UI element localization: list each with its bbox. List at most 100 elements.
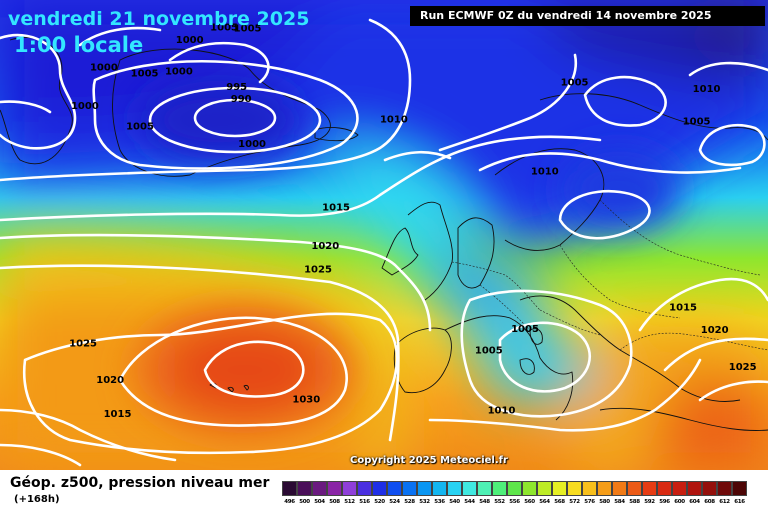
color-scale-labels: 496 500 504 508 512 516 520 524 528 532 536 540 544 5… xyxy=(282,499,747,505)
legend-bar: Géop. z500, pression niveau mer (+168h) … xyxy=(0,470,768,512)
isobars xyxy=(0,18,768,467)
scale-swatch-548 xyxy=(477,481,492,496)
scale-label-544: 544 xyxy=(464,499,475,505)
scale-swatch-516 xyxy=(357,481,372,496)
scale-label-548: 548 xyxy=(479,499,490,505)
isobar-label: 1005 xyxy=(511,324,539,335)
scale-label-540: 540 xyxy=(449,499,460,505)
scale-swatch-592 xyxy=(642,481,657,496)
scale-label-528: 528 xyxy=(404,499,415,505)
isobar-label: 995 xyxy=(226,82,247,93)
scale-label-536: 536 xyxy=(434,499,445,505)
scale-label-596: 596 xyxy=(659,499,670,505)
isobar-label: 1000 xyxy=(238,139,266,150)
isobar-label: 990 xyxy=(231,94,252,105)
scale-swatch-508 xyxy=(327,481,342,496)
isobar-label: 1005 xyxy=(234,23,262,34)
scale-label-508: 508 xyxy=(329,499,340,505)
scale-label-580: 580 xyxy=(599,499,610,505)
scale-label-520: 520 xyxy=(374,499,385,505)
scale-swatch-552 xyxy=(492,481,507,496)
isobar-label: 1010 xyxy=(488,405,516,416)
isobar-label: 1030 xyxy=(292,395,320,406)
scale-swatch-560 xyxy=(522,481,537,496)
scale-label-524: 524 xyxy=(389,499,400,505)
scale-swatch-584 xyxy=(612,481,627,496)
scale-label-564: 564 xyxy=(539,499,550,505)
scale-swatch-540 xyxy=(447,481,462,496)
scale-label-588: 588 xyxy=(629,499,640,505)
isobar-label: 1005 xyxy=(126,121,154,132)
scale-swatch-600 xyxy=(672,481,687,496)
scale-label-504: 504 xyxy=(314,499,325,505)
scale-label-592: 592 xyxy=(644,499,655,505)
scale-swatch-576 xyxy=(582,481,597,496)
scale-label-572: 572 xyxy=(569,499,580,505)
scale-swatch-572 xyxy=(567,481,582,496)
isobar-label: 1010 xyxy=(693,84,721,95)
scale-label-600: 600 xyxy=(674,499,685,505)
isobar-label: 1010 xyxy=(380,115,408,126)
scale-swatch-500 xyxy=(297,481,312,496)
isobar-label: 1005 xyxy=(561,77,589,88)
scale-label-512: 512 xyxy=(344,499,355,505)
scale-swatch-544 xyxy=(462,481,477,496)
scale-swatch-528 xyxy=(402,481,417,496)
scale-swatch-564 xyxy=(537,481,552,496)
isobar-label: 1005 xyxy=(210,22,238,33)
scale-label-608: 608 xyxy=(704,499,715,505)
isobar-label: 1000 xyxy=(165,67,193,78)
scale-swatch-596 xyxy=(657,481,672,496)
scale-label-616: 616 xyxy=(734,499,745,505)
run-info-text: Run ECMWF 0Z du vendredi 14 novembre 202… xyxy=(420,9,712,22)
scale-label-568: 568 xyxy=(554,499,565,505)
isobar-label: 1020 xyxy=(701,325,729,336)
scale-swatch-580 xyxy=(597,481,612,496)
isobar-label: 1020 xyxy=(96,375,124,386)
coastlines xyxy=(0,36,768,431)
isobar-label: 1005 xyxy=(475,346,503,357)
isobar-label: 1025 xyxy=(69,339,97,350)
run-info-box: Run ECMWF 0Z du vendredi 14 novembre 202… xyxy=(410,6,765,26)
isobar-label: 1000 xyxy=(90,63,118,74)
scale-swatch-504 xyxy=(312,481,327,496)
scale-swatch-532 xyxy=(417,481,432,496)
isobar-label: 1015 xyxy=(104,409,132,420)
scale-label-576: 576 xyxy=(584,499,595,505)
color-scale xyxy=(282,481,747,496)
isobar-label: 1020 xyxy=(311,241,339,252)
scale-label-496: 496 xyxy=(284,499,295,505)
scale-swatch-496 xyxy=(282,481,297,496)
legend-title: Géop. z500, pression niveau mer xyxy=(10,475,270,491)
scale-swatch-612 xyxy=(717,481,732,496)
scale-swatch-568 xyxy=(552,481,567,496)
isobar-label: 1025 xyxy=(729,362,757,373)
isobar-label: 1010 xyxy=(531,166,559,177)
valid-time-title: 1:00 locale xyxy=(14,33,144,57)
isobar-label: 1005 xyxy=(683,116,711,127)
isobar-label: 1000 xyxy=(176,35,204,46)
scale-label-604: 604 xyxy=(689,499,700,505)
scale-swatch-512 xyxy=(342,481,357,496)
scale-swatch-524 xyxy=(387,481,402,496)
isobar-label: 1015 xyxy=(669,303,697,314)
legend-subtitle: (+168h) xyxy=(14,494,60,505)
scale-swatch-556 xyxy=(507,481,522,496)
copyright-notice: Copyright 2025 Meteociel.fr xyxy=(350,455,508,466)
scale-label-516: 516 xyxy=(359,499,370,505)
valid-date-title: vendredi 21 novembre 2025 xyxy=(8,8,310,30)
isobar-label: 1005 xyxy=(131,69,159,80)
scale-swatch-608 xyxy=(702,481,717,496)
scale-label-532: 532 xyxy=(419,499,430,505)
isobar-label: 1015 xyxy=(322,203,350,214)
scale-label-552: 552 xyxy=(494,499,505,505)
isobar-label: 1000 xyxy=(71,101,99,112)
scale-swatch-588 xyxy=(627,481,642,496)
scale-label-556: 556 xyxy=(509,499,520,505)
scale-label-584: 584 xyxy=(614,499,625,505)
scale-swatch-536 xyxy=(432,481,447,496)
isobar-label: 1025 xyxy=(304,264,332,275)
